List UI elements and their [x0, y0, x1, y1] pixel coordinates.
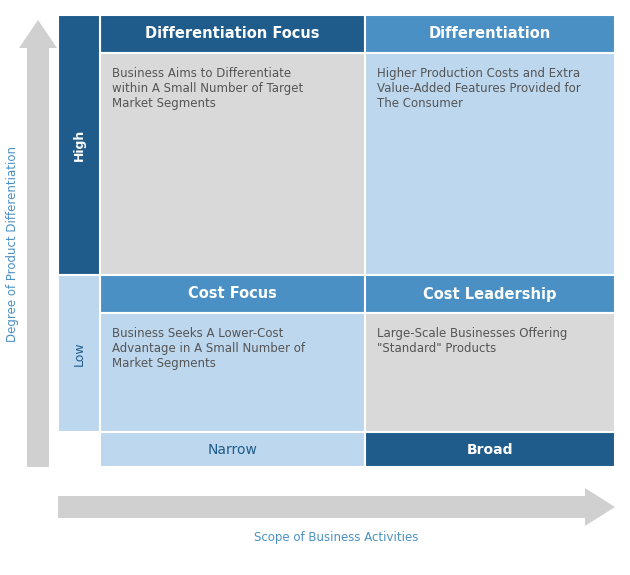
Text: Cost Focus: Cost Focus	[188, 286, 277, 301]
Bar	[365, 53, 615, 275]
Bar	[365, 15, 615, 53]
Bar	[365, 432, 615, 467]
Text: Business Seeks A Lower-Cost
Advantage in A Small Number of
Market Segments: Business Seeks A Lower-Cost Advantage in…	[112, 327, 305, 370]
Text: Business Aims to Differentiate
within A Small Number of Target
Market Segments: Business Aims to Differentiate within A …	[112, 67, 303, 110]
Bar	[365, 313, 615, 432]
Bar	[58, 275, 100, 432]
Text: Low: Low	[72, 341, 86, 366]
Bar	[58, 15, 100, 275]
Text: Cost Leadership: Cost Leadership	[423, 286, 557, 301]
Text: Large-Scale Businesses Offering
"Standard" Products: Large-Scale Businesses Offering "Standar…	[377, 327, 568, 355]
Text: Broad: Broad	[467, 443, 513, 457]
Text: Degree of Product Differentiation: Degree of Product Differentiation	[6, 145, 20, 342]
Bar	[100, 15, 365, 53]
Bar	[100, 313, 365, 432]
Bar	[100, 53, 365, 275]
Polygon shape	[19, 20, 57, 467]
Text: Narrow: Narrow	[207, 443, 258, 457]
Text: Differentiation: Differentiation	[429, 26, 551, 41]
Bar	[100, 432, 365, 467]
Text: Higher Production Costs and Extra
Value-Added Features Provided for
The Consumer: Higher Production Costs and Extra Value-…	[377, 67, 581, 110]
Text: Scope of Business Activities: Scope of Business Activities	[255, 531, 419, 543]
Text: Differentiation Focus: Differentiation Focus	[146, 26, 320, 41]
Polygon shape	[58, 488, 615, 526]
Bar	[100, 275, 365, 313]
Bar	[365, 275, 615, 313]
Text: High: High	[72, 129, 86, 161]
